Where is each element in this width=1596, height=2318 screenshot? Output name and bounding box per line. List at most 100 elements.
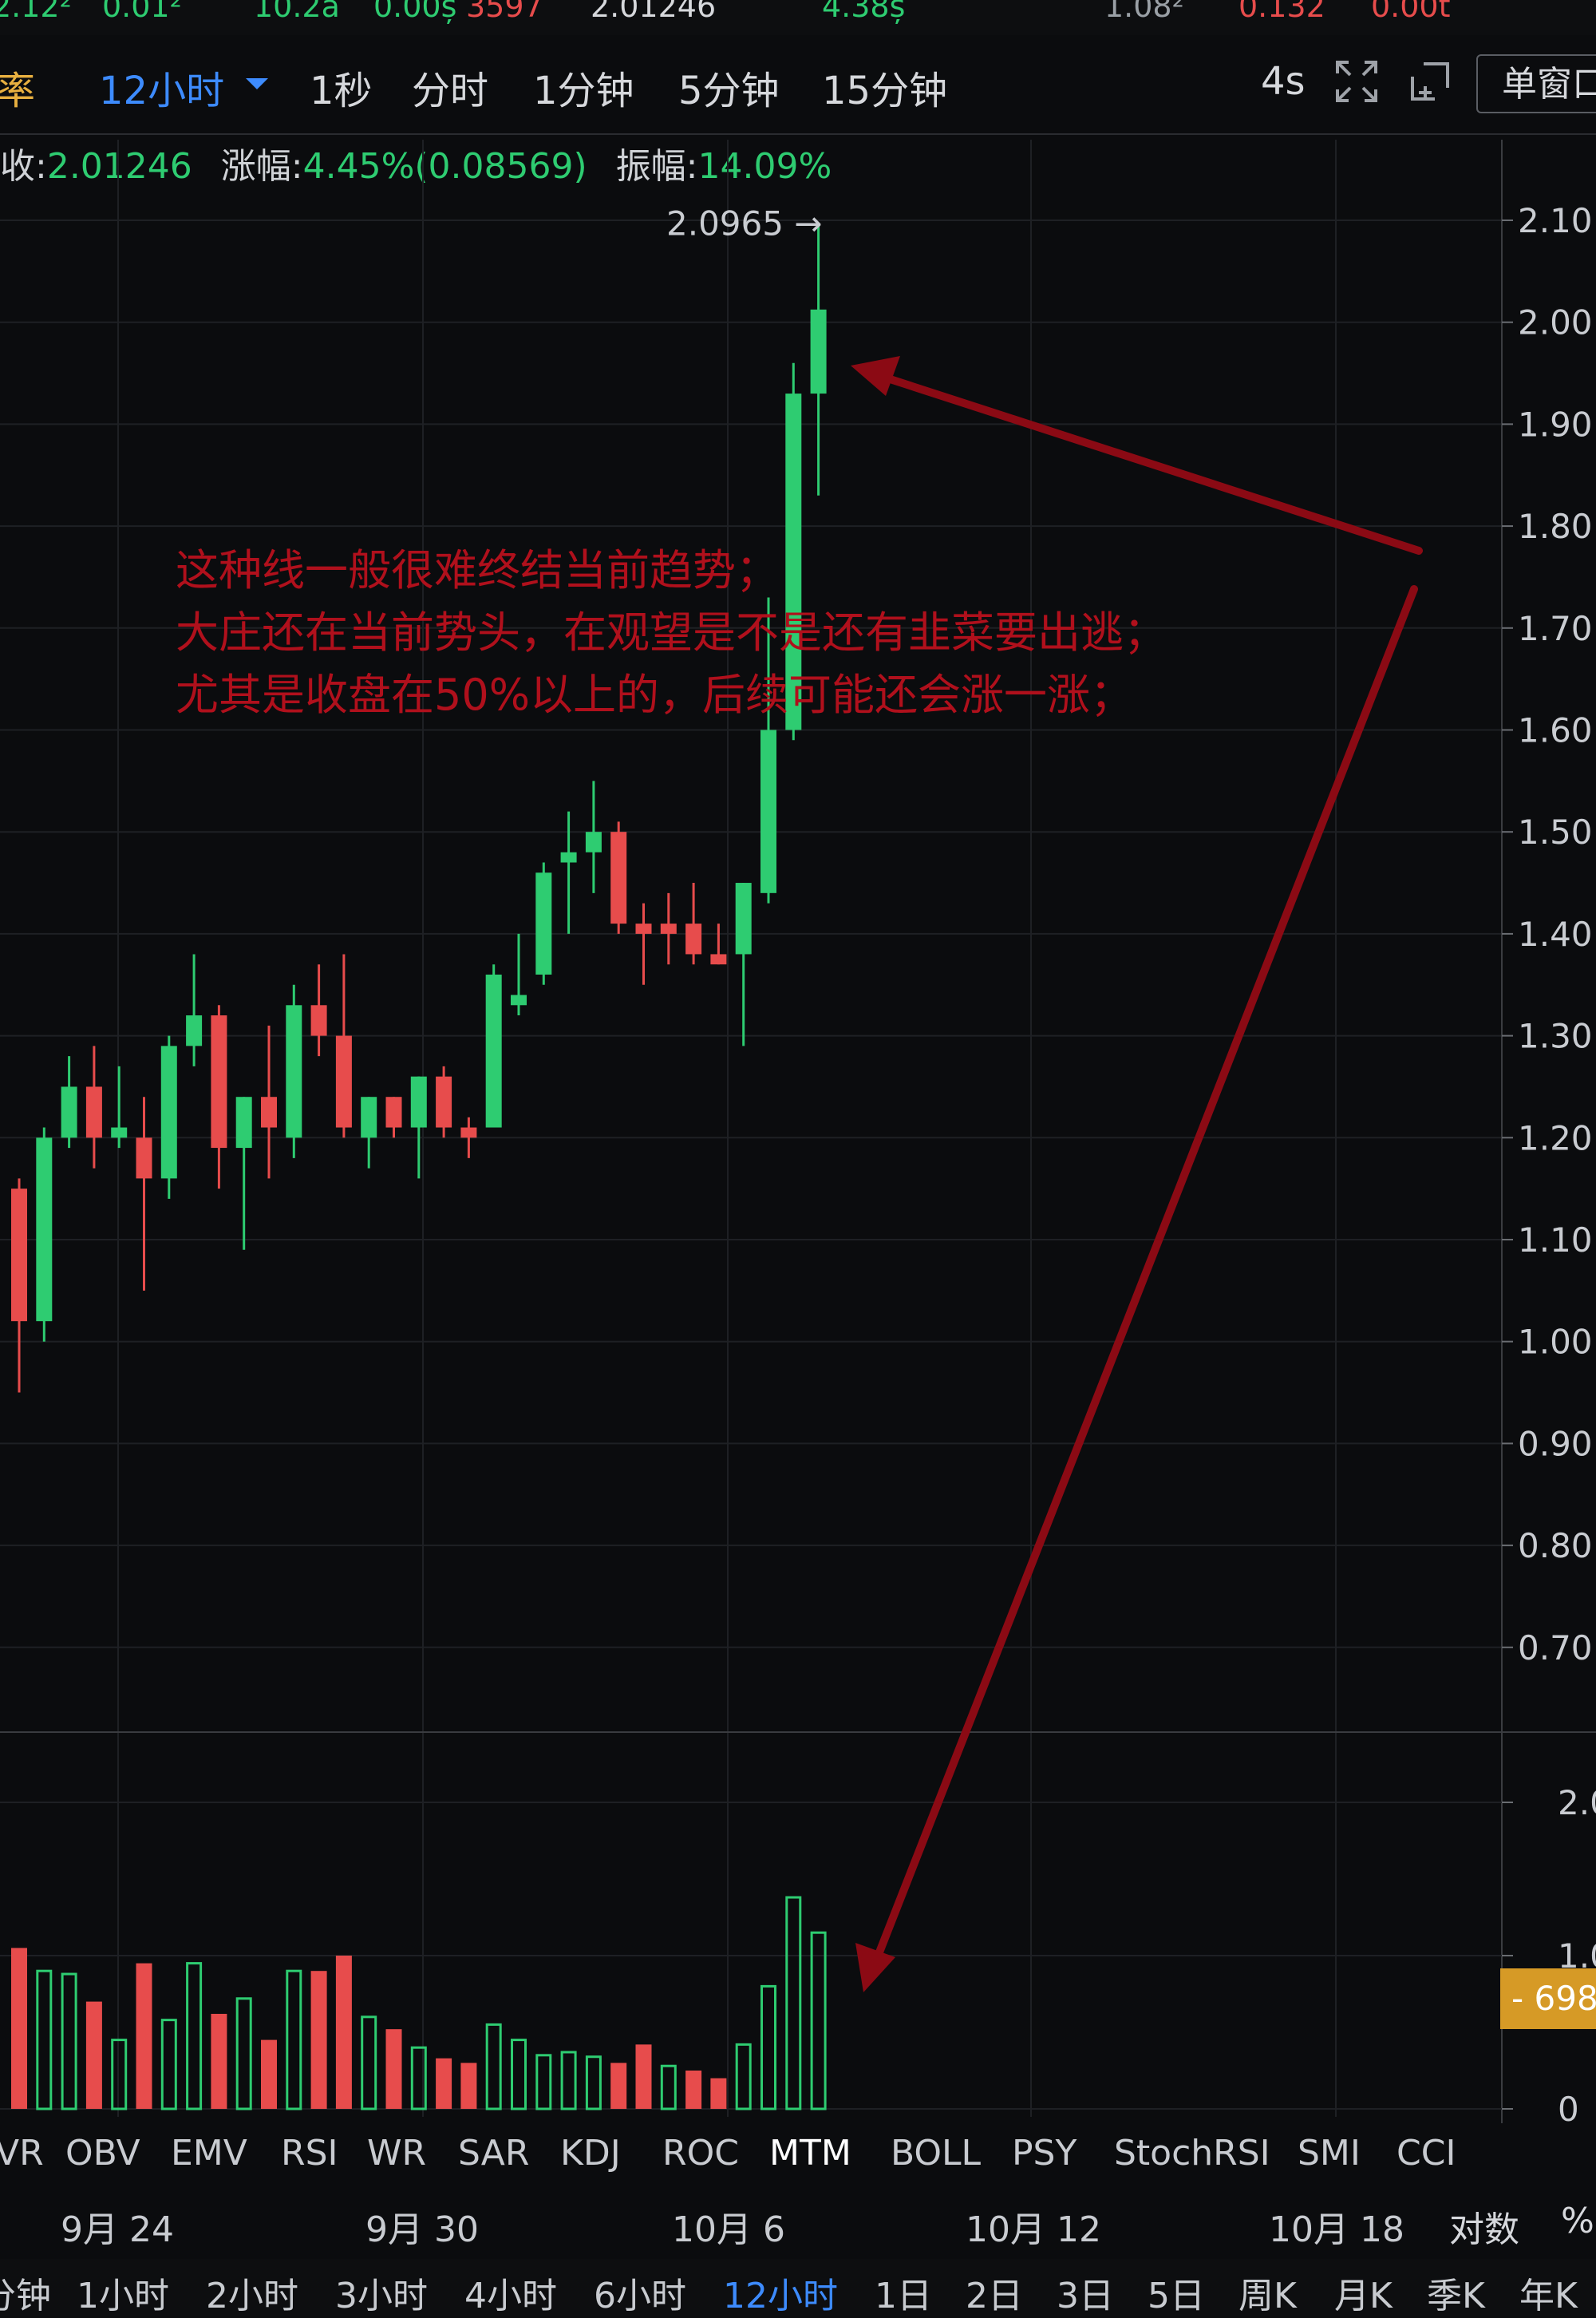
period-year[interactable]: 年K bbox=[1519, 2276, 1578, 2316]
y-tick-label: 1.50 bbox=[1518, 813, 1593, 852]
candlestick-chart[interactable]: 2.102.001.901.801.701.601.501.401.301.20… bbox=[0, 0, 1596, 2123]
candle-body bbox=[61, 1086, 77, 1138]
volume-bar bbox=[136, 1963, 152, 2109]
volume-bar bbox=[660, 2064, 677, 2110]
period-quarter[interactable]: 季K bbox=[1427, 2276, 1485, 2316]
period-1d[interactable]: 1日 bbox=[875, 2276, 932, 2316]
volume-bar bbox=[610, 2063, 627, 2109]
y-tick-label: 1.20 bbox=[1518, 1118, 1593, 1157]
top-stats-strip: 2.12² 0.01² 10.2ã 0.00ș 3597 2.01246 4.38ș 1.08… bbox=[0, 0, 1596, 35]
interval-1s[interactable]: 1秒 bbox=[310, 69, 373, 113]
period-12h[interactable]: 12小时 bbox=[723, 2276, 838, 2316]
y-tick-label: 1.60 bbox=[1518, 711, 1593, 750]
top-stat-value: 0.00t bbox=[1371, 0, 1451, 24]
price-axis: 2.10 2.00 1.90 1.80 1.70 1.60 1.50 1.40 1.30 1.20… bbox=[1502, 201, 1593, 1667]
interval-timeshare[interactable]: 分时 bbox=[412, 69, 489, 113]
volume-bar bbox=[335, 1956, 352, 2109]
period-minute[interactable]: 分钟 bbox=[0, 2276, 51, 2316]
candle-body bbox=[36, 1137, 53, 1322]
fullscreen-icon[interactable] bbox=[1334, 59, 1379, 104]
volume-bar bbox=[211, 2013, 227, 2109]
arrow-head bbox=[855, 1943, 895, 1992]
interval-5m[interactable]: 5分钟 bbox=[678, 69, 780, 113]
x-tick-label: 10月 6 bbox=[672, 2209, 785, 2250]
amplitude-label: 振幅: bbox=[615, 146, 698, 187]
toolbar-left-label: 率 bbox=[0, 69, 36, 113]
candle-body bbox=[136, 1137, 152, 1179]
annotation-text: 这种线一般很难终结当前趋势； 大庄还在当前势头，在观望是不是还有韭菜要出逃； 尤… bbox=[176, 540, 1167, 726]
volume-bar bbox=[535, 2054, 552, 2110]
annotation-arrows bbox=[851, 356, 1423, 1992]
indicator-kdj[interactable]: KDJ bbox=[560, 2133, 621, 2174]
candle-body bbox=[111, 1127, 128, 1138]
ohlc-info-bar: 收:2.01246 涨幅:4.45%(0.08569) 振幅:14.09% bbox=[0, 137, 849, 193]
x-tick-label: 9月 24 bbox=[61, 2209, 174, 2250]
period-2d[interactable]: 2日 bbox=[966, 2276, 1023, 2316]
period-3d[interactable]: 3日 bbox=[1057, 2276, 1114, 2316]
period-3h[interactable]: 3小时 bbox=[335, 2276, 428, 2316]
arrow-line bbox=[874, 371, 1423, 555]
top-stat-value: 4.38ș bbox=[822, 0, 906, 24]
indicator-emv[interactable]: EMV bbox=[171, 2133, 247, 2174]
period-week[interactable]: 周K bbox=[1238, 2276, 1297, 2316]
popout-window-icon[interactable] bbox=[1408, 59, 1452, 104]
candle-body bbox=[610, 832, 627, 924]
interval-12h[interactable]: 12小时 bbox=[99, 69, 225, 113]
indicator-stochrsi[interactable]: StochRSI bbox=[1114, 2133, 1270, 2174]
candle-body bbox=[361, 1097, 377, 1138]
close-value: 2.01246 bbox=[46, 146, 192, 187]
indicator-smi[interactable]: SMI bbox=[1298, 2133, 1361, 2174]
candle-body bbox=[635, 924, 652, 934]
single-window-button[interactable]: 单窗口 bbox=[1476, 54, 1596, 113]
candle-body bbox=[660, 924, 677, 934]
log-scale-toggle[interactable]: 对数 bbox=[1449, 2209, 1519, 2250]
candle-body bbox=[261, 1097, 277, 1128]
period-6h[interactable]: 6小时 bbox=[594, 2276, 686, 2316]
top-stat-value: 10.2ã bbox=[254, 0, 340, 24]
volume-bar bbox=[635, 2044, 652, 2109]
candle-body bbox=[286, 1005, 302, 1138]
interval-15m[interactable]: 15分钟 bbox=[822, 69, 948, 113]
volume-bar bbox=[710, 2078, 727, 2109]
volume-bar bbox=[511, 2039, 527, 2110]
volume-bar bbox=[286, 1969, 302, 2110]
y-tick-label: 0.80 bbox=[1518, 1526, 1593, 1565]
volume-bar bbox=[235, 1997, 252, 2110]
volume-bar bbox=[160, 2019, 177, 2110]
annotation-line: 尤其是收盘在50%以上的，后续可能还会涨一涨； bbox=[176, 670, 1134, 720]
indicator-sar[interactable]: SAR bbox=[458, 2133, 530, 2174]
close-label: 收: bbox=[0, 146, 47, 187]
interval-1m[interactable]: 1分钟 bbox=[533, 69, 634, 113]
period-5d[interactable]: 5日 bbox=[1148, 2276, 1205, 2316]
volume-bar bbox=[310, 1971, 327, 2109]
indicator-boll[interactable]: BOLL bbox=[891, 2133, 982, 2174]
candle-body bbox=[511, 995, 527, 1006]
indicator-vr[interactable]: VR bbox=[0, 2133, 44, 2174]
candle-body bbox=[11, 1189, 27, 1322]
chevron-down-icon[interactable] bbox=[246, 78, 268, 89]
candle-body bbox=[410, 1076, 427, 1128]
top-stat-value: 0.132 bbox=[1238, 0, 1325, 24]
indicator-roc[interactable]: ROC bbox=[662, 2133, 739, 2174]
top-stat-value: 0.01² bbox=[102, 0, 182, 24]
volume-bar bbox=[410, 2046, 427, 2110]
indicator-cci[interactable]: CCI bbox=[1396, 2133, 1456, 2174]
indicator-psy[interactable]: PSY bbox=[1012, 2133, 1077, 2174]
refresh-interval[interactable]: 4s bbox=[1261, 59, 1306, 104]
indicator-obv[interactable]: OBV bbox=[65, 2133, 140, 2174]
period-month[interactable]: 月K bbox=[1334, 2276, 1393, 2316]
indicator-rsi[interactable]: RSI bbox=[281, 2133, 338, 2174]
volume-bar bbox=[585, 2055, 602, 2110]
change-label: 涨幅: bbox=[220, 146, 303, 187]
volume-bar bbox=[111, 2039, 128, 2110]
indicator-wr[interactable]: WR bbox=[367, 2133, 427, 2174]
period-4h[interactable]: 4小时 bbox=[464, 2276, 557, 2316]
volume-bar bbox=[436, 2058, 452, 2109]
indicator-mtm[interactable]: MTM bbox=[769, 2133, 851, 2174]
period-1h[interactable]: 1小时 bbox=[77, 2276, 169, 2316]
candle-body bbox=[485, 974, 502, 1128]
arrow-line bbox=[872, 585, 1418, 1964]
period-2h[interactable]: 2小时 bbox=[206, 2276, 298, 2316]
candle-body bbox=[710, 954, 727, 965]
percent-scale-toggle[interactable]: % bbox=[1561, 2201, 1594, 2241]
